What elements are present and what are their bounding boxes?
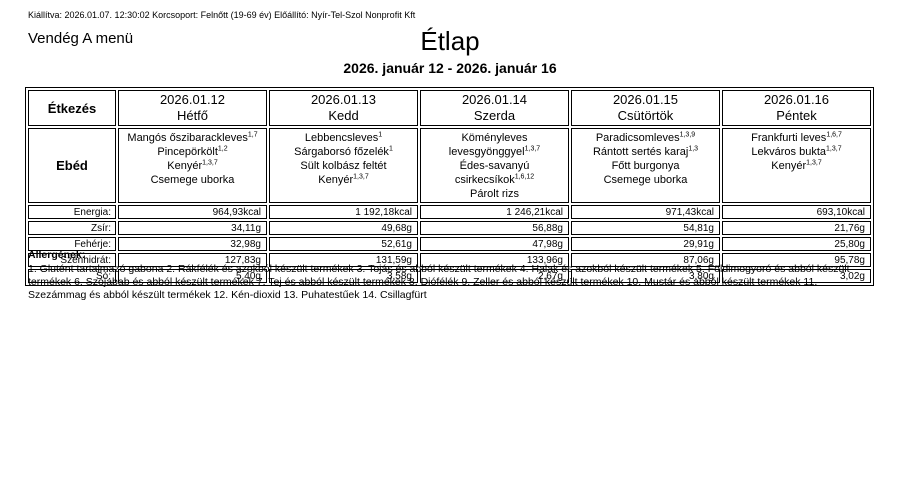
nutrition-row-salt: Só: 5,40g 3,58g 2,67g 3,80g 3,02g — [28, 269, 871, 283]
nutrition-cell: 5,40g — [118, 269, 267, 283]
nutrition-cell: 127,83g — [118, 253, 267, 267]
day-header-wednesday: 2026.01.14 Szerda — [420, 90, 569, 126]
allergen-superscript: 1,3,7 — [353, 173, 369, 181]
nutrition-cell: 2,67g — [420, 269, 569, 283]
day-header-thursday: 2026.01.15 Csütörtök — [571, 90, 720, 126]
meal-item: Rántott sertés karaj1,3 — [592, 145, 699, 158]
nutrition-cell: 964,93kcal — [118, 205, 267, 219]
nutrition-cell: 47,98g — [420, 237, 569, 251]
allergen-superscript: 1,7 — [247, 131, 258, 139]
nutrition-cell: 3,58g — [269, 269, 418, 283]
allergen-superscript: 1,3,7 — [806, 159, 822, 167]
meal-item: Sült kolbász feltét — [300, 160, 387, 172]
meal-cell-friday: Frankfurti leves1,6,7 Lekváros bukta1,3,… — [722, 128, 871, 203]
day-name: Kedd — [328, 108, 359, 123]
issued-meta-line: Kiállítva: 2026.01.07. 12:30:02 Korcsopo… — [28, 10, 416, 20]
meal-item: Lekváros bukta1,3,7 — [751, 145, 842, 158]
nutrition-row-carbohydrate: Szénhidrát: 127,83g 131,59g 133,96g 87,0… — [28, 253, 871, 267]
page-title: Étlap — [420, 26, 480, 56]
meal-item: Kenyér1,3,7 — [771, 159, 822, 172]
meal-cell-wednesday: Köményleves levesgyönggyel1,3,7 Édes-sav… — [420, 128, 569, 203]
nutrition-row-fat: Zsír: 34,11g 49,68g 56,88g 54,81g 21,76g — [28, 221, 871, 235]
allergen-superscript: 1,2 — [217, 145, 228, 153]
day-date: 2026.01.16 — [763, 92, 830, 107]
nutrition-row-energy: Energia: 964,93kcal 1 192,18kcal 1 246,2… — [28, 205, 871, 219]
meal-item: Főtt burgonya — [611, 160, 680, 172]
day-date: 2026.01.14 — [461, 92, 528, 107]
nutrition-cell: 32,98g — [118, 237, 267, 251]
menu-variant-name: Vendég A menü — [28, 30, 134, 47]
day-header-monday: 2026.01.12 Hétfő — [118, 90, 267, 126]
nutrition-cell: 49,68g — [269, 221, 418, 235]
nutrition-cell: 131,59g — [269, 253, 418, 267]
allergen-superscript: 1,3,7 — [524, 145, 541, 153]
meal-row-label: Ebéd — [28, 128, 116, 203]
day-date: 2026.01.13 — [310, 92, 377, 107]
meal-item: Mangós őszibarackleves1,7 — [127, 131, 258, 144]
nutrient-label: Zsír: — [28, 221, 116, 235]
allergen-superscript: 1,3,9 — [679, 131, 696, 139]
meal-item: Paradicsomleves1,3,9 — [595, 131, 696, 144]
day-name: Péntek — [776, 108, 817, 123]
nutrition-cell: 54,81g — [571, 221, 720, 235]
corner-header-cell: Étkezés — [28, 90, 116, 126]
nutrient-label: Só: — [28, 269, 116, 283]
nutrition-cell: 3,02g — [722, 269, 871, 283]
table-header-row: Étkezés 2026.01.12 Hétfő 2026.01.13 Kedd… — [28, 90, 871, 126]
meal-cell-tuesday: Lebbencsleves1 Sárgaborsó főzelék1 Sült … — [269, 128, 418, 203]
meal-item: Lebbencsleves1 — [304, 131, 383, 144]
weekly-menu-table: Étkezés 2026.01.12 Hétfő 2026.01.13 Kedd… — [25, 87, 874, 286]
nutrition-cell: 21,76g — [722, 221, 871, 235]
nutrition-cell: 34,11g — [118, 221, 267, 235]
meal-item: Sárgaborsó főzelék1 — [294, 145, 393, 158]
day-name: Szerda — [473, 108, 516, 123]
nutrition-cell: 1 192,18kcal — [269, 205, 418, 219]
nutrition-cell: 87,06g — [571, 253, 720, 267]
allergen-superscript: 1 — [388, 145, 393, 153]
meal-item: Köményleves levesgyönggyel1,3,7 — [448, 132, 541, 158]
nutrition-cell: 25,80g — [722, 237, 871, 251]
nutrient-label: Energia: — [28, 205, 116, 219]
day-name: Hétfő — [176, 108, 209, 123]
nutrition-cell: 52,61g — [269, 237, 418, 251]
meal-item: Párolt rizs — [470, 188, 519, 200]
allergens-list-text: 1. Glutént tartalmazó gabona 2. Rákfélék… — [28, 263, 850, 301]
nutrition-cell: 3,80g — [571, 269, 720, 283]
allergen-superscript: 1,6,12 — [514, 173, 535, 181]
meal-item: Kenyér1,3,7 — [167, 159, 218, 172]
date-range-subtitle: 2026. január 12 - 2026. január 16 — [343, 60, 557, 76]
nutrition-cell: 971,43kcal — [571, 205, 720, 219]
meal-item: Édes-savanyú csirkecsíkok1,6,12 — [454, 160, 535, 186]
day-header-friday: 2026.01.16 Péntek — [722, 90, 871, 126]
meal-item: Pincepörkölt1,2 — [157, 145, 228, 158]
meal-cell-thursday: Paradicsomleves1,3,9 Rántott sertés kara… — [571, 128, 720, 203]
allergen-superscript: 1,6,7 — [826, 131, 842, 139]
meal-cell-monday: Mangós őszibarackleves1,7 Pincepörkölt1,… — [118, 128, 267, 203]
meal-item: Frankfurti leves1,6,7 — [751, 131, 842, 144]
day-header-tuesday: 2026.01.13 Kedd — [269, 90, 418, 126]
meal-item: Csemege uborka — [150, 174, 235, 186]
nutrition-row-protein: Fehérje: 32,98g 52,61g 47,98g 29,91g 25,… — [28, 237, 871, 251]
allergen-superscript: 1,3,7 — [826, 145, 842, 153]
day-date: 2026.01.15 — [612, 92, 679, 107]
meal-item: Kenyér1,3,7 — [318, 173, 369, 186]
allergen-superscript: 1,3,7 — [202, 159, 218, 167]
day-name: Csütörtök — [617, 108, 674, 123]
nutrient-label: Szénhidrát: — [28, 253, 116, 267]
nutrient-label: Fehérje: — [28, 237, 116, 251]
nutrition-cell: 1 246,21kcal — [420, 205, 569, 219]
allergens-section: Allergének: 1. Glutént tartalmazó gabona… — [28, 249, 876, 302]
allergen-superscript: 1,3 — [688, 145, 699, 153]
nutrition-cell: 56,88g — [420, 221, 569, 235]
meal-item: Csemege uborka — [603, 174, 688, 186]
day-date: 2026.01.12 — [159, 92, 226, 107]
meal-row: Ebéd Mangós őszibarackleves1,7 Pincepörk… — [28, 128, 871, 203]
allergens-heading: Allergének: — [28, 249, 86, 261]
allergen-superscript: 1 — [378, 131, 383, 139]
nutrition-cell: 29,91g — [571, 237, 720, 251]
nutrition-cell: 95,78g — [722, 253, 871, 267]
nutrition-cell: 133,96g — [420, 253, 569, 267]
nutrition-cell: 693,10kcal — [722, 205, 871, 219]
